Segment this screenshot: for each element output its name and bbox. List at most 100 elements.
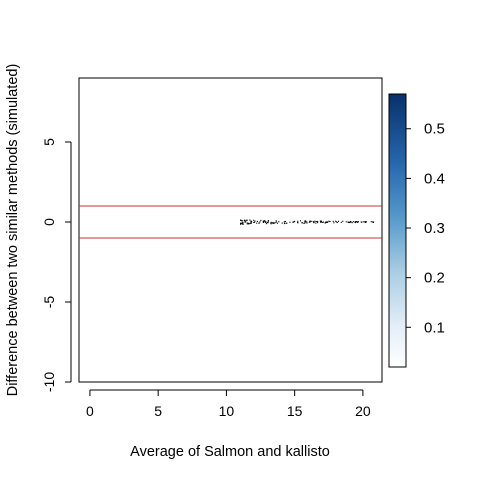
outlier-point (335, 221, 337, 223)
outlier-point (283, 223, 286, 225)
x-axis: 0 5 10 15 20 (86, 389, 371, 419)
outlier-point (309, 221, 311, 223)
outlier-point (322, 221, 324, 223)
outlier-point (240, 219, 242, 221)
outlier-point (266, 221, 268, 223)
outlier-point (270, 221, 272, 223)
outlier-point (254, 220, 256, 222)
outlier-point (240, 223, 242, 225)
outlier-point (286, 222, 288, 224)
outlier-point (342, 220, 344, 222)
outlier-point (250, 220, 252, 222)
outlier-point (355, 221, 357, 223)
outlier-point (315, 221, 317, 223)
outlier-point (325, 221, 327, 223)
outlier-point (361, 221, 363, 223)
outlier-point (263, 220, 265, 222)
outlier-point (259, 221, 261, 223)
outlier-point (321, 221, 323, 223)
outlier-point (264, 220, 266, 222)
outlier-point (243, 219, 246, 221)
outlier-point (265, 221, 267, 223)
y-tick-label: 5 (41, 138, 57, 146)
outlier-point (351, 222, 353, 224)
x-tick-label: 5 (154, 403, 162, 419)
outlier-point (242, 223, 244, 225)
x-axis-label: Average of Salmon and kallisto (130, 444, 330, 460)
outlier-point (356, 221, 358, 223)
colorbar-ticks: 0.1 0.2 0.3 0.4 0.5 (406, 121, 445, 336)
x-tick-label: 15 (287, 403, 303, 419)
outlier-point (281, 222, 283, 224)
outlier-point (303, 222, 305, 224)
outlier-point (253, 221, 256, 223)
outlier-point (275, 220, 277, 222)
outlier-point (306, 222, 308, 224)
outlier-point (272, 222, 274, 225)
y-tick-label: 0 (41, 218, 57, 226)
y-tick-label: -5 (41, 296, 57, 309)
outlier-points (240, 219, 375, 225)
outlier-point (326, 221, 328, 224)
colorbar-tick-label: 0.4 (424, 170, 445, 187)
outlier-point (246, 223, 248, 225)
outlier-point (260, 219, 262, 221)
outlier-point (241, 222, 243, 224)
outlier-point (250, 222, 252, 224)
outlier-point (284, 220, 286, 222)
outlier-point (349, 221, 351, 223)
outlier-point (253, 221, 255, 223)
outlier-point (297, 222, 299, 224)
outlier-point (315, 222, 317, 224)
outlier-point (320, 220, 322, 222)
outlier-point (267, 220, 269, 222)
outlier-point (317, 222, 319, 224)
outlier-point (275, 221, 277, 223)
x-tick-label: 0 (86, 403, 94, 419)
outlier-point (340, 221, 342, 223)
outlier-point (294, 220, 296, 222)
outlier-point (372, 221, 374, 223)
density-band-fill (83, 207, 377, 237)
outlier-point (242, 221, 244, 224)
outlier-point (328, 220, 330, 222)
outlier-point (352, 221, 354, 223)
colorbar-tick-label: 0.5 (424, 121, 445, 138)
outlier-point (241, 220, 243, 222)
outlier-point (278, 221, 280, 223)
outlier-point (299, 220, 302, 222)
outlier-point (301, 222, 303, 224)
outlier-point (357, 221, 359, 223)
outlier-point (272, 222, 274, 224)
outlier-point (333, 222, 335, 224)
y-axis: -10 -5 0 5 (41, 138, 72, 392)
outlier-point (356, 221, 358, 223)
y-tick-label: -10 (41, 372, 57, 392)
outlier-point (354, 221, 356, 223)
outlier-point (332, 220, 334, 222)
outlier-point (324, 222, 326, 224)
outlier-point (244, 221, 246, 223)
outlier-point (265, 223, 267, 225)
outlier-point (276, 222, 278, 224)
colorbar (388, 93, 407, 368)
outlier-point (347, 221, 349, 223)
outlier-point (292, 221, 294, 223)
outlier-point (306, 221, 308, 223)
outlier-point (319, 220, 321, 222)
outlier-point (370, 221, 372, 223)
reference-lines (79, 205, 382, 239)
outlier-point (336, 221, 338, 224)
outlier-point (335, 220, 337, 222)
outlier-point (283, 221, 285, 223)
outlier-point (242, 220, 244, 222)
outlier-point (240, 223, 242, 225)
outlier-point (313, 221, 315, 223)
outlier-point (348, 222, 350, 224)
outlier-point (345, 221, 347, 223)
outlier-point (262, 220, 264, 222)
outlier-point (304, 222, 306, 224)
outlier-point (256, 222, 258, 224)
x-tick-label: 20 (355, 403, 371, 419)
